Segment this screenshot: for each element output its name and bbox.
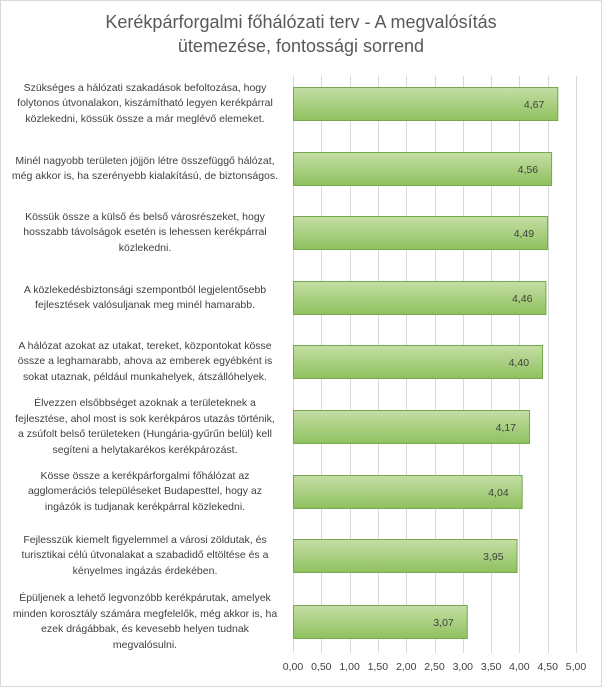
bar	[293, 539, 518, 573]
category-label-line: agglomerációs településeket Budapesttel,…	[27, 485, 263, 498]
x-tick-label: 4,00	[509, 661, 530, 673]
x-tick-label: 2,00	[396, 661, 417, 673]
category-label-line: Minél nagyobb területen jöjjön létre öss…	[15, 154, 275, 167]
category-label-line: A hálózat azokat az utakat, tereket, köz…	[18, 339, 272, 352]
category-label-line: közlekedni.	[118, 241, 172, 254]
data-label: 4,17	[496, 422, 517, 434]
category-label: Élvezzen elsőbbséget azoknak a területek…	[4, 396, 286, 458]
category-label: Minél nagyobb területen jöjjön létre öss…	[4, 154, 286, 185]
data-label: 4,49	[514, 228, 535, 240]
category-label: Szükséges a hálózati szakadások befoltoz…	[4, 81, 286, 128]
category-label-line: össze a leghamarabb, ahova az emberek eg…	[17, 355, 273, 368]
bar	[293, 281, 547, 315]
category-label-line: megvalósulni.	[112, 638, 178, 651]
chart-title: Kerékpárforgalmi főhálózati terv - A meg…	[0, 10, 602, 58]
category-label: Fejlesszük kiemelt figyelemmel a városi …	[4, 533, 286, 580]
category-label-line: turisztikai célú útvonalakat a szabadidő…	[21, 549, 269, 562]
bar	[293, 87, 559, 121]
x-tick-label: 1,00	[339, 661, 360, 673]
bar	[293, 410, 531, 444]
category-label-line: fejlesztések valósuljanak meg minél hama…	[34, 299, 256, 311]
bar	[293, 345, 544, 379]
chart-title-line-1: Kerékpárforgalmi főhálózati terv - A meg…	[105, 12, 497, 32]
x-tick-label: 2,50	[424, 661, 445, 673]
category-label: A hálózat azokat az utakat, tereket, köz…	[4, 339, 286, 386]
category-label-line: segíteni a helytakarékos kerékpározást.	[52, 443, 238, 456]
category-label-line: közlekedni, kössük össze a már meglévő e…	[25, 112, 265, 125]
data-label: 4,40	[509, 357, 530, 369]
x-tick-label: 3,00	[453, 661, 474, 673]
category-label-line: Kössük össze a külső és belső városrésze…	[25, 210, 265, 223]
category-label-line: sokat utaznak, például munkahelyek, átsz…	[23, 370, 267, 383]
data-labels: 4,67 4,56 4,49 4,46 4,40 4,17 4,04 3,95 3,07	[433, 99, 544, 629]
category-label-line: minden korosztály számára megfelelők, mé…	[12, 607, 278, 620]
x-tick-label: 5,00	[566, 661, 587, 673]
category-label-line: ezek drágábbak, és kevesebb helyen tudna…	[41, 623, 249, 635]
bar	[293, 475, 523, 509]
category-label-line: fejlesztése, ahol most is sok kerékpáros…	[15, 412, 275, 425]
x-axis-ticks: 0,00 0,50 1,00 1,50 2,00 2,50 3,00 3,50 4,00 4,50…	[283, 661, 587, 673]
chart-title-line-2: ütemezése, fontossági sorrend	[177, 36, 425, 56]
category-label-line: ingázók is tudjanak kerékpárral közleked…	[44, 500, 246, 513]
category-label-line: Szükséges a hálózati szakadások befoltoz…	[23, 81, 267, 94]
x-tick-label: 1,50	[368, 661, 389, 673]
data-label: 4,56	[518, 164, 539, 176]
bar	[293, 216, 549, 250]
x-tick-label: 0,00	[283, 661, 304, 673]
category-label: Épüljenek a lehető legvonzóbb kerékpárut…	[4, 591, 286, 653]
bars	[293, 87, 559, 639]
x-tick-label: 4,50	[537, 661, 558, 673]
category-label-line: kényelmes ingázás érdekében.	[72, 564, 218, 577]
data-label: 4,04	[488, 487, 509, 499]
data-label: 3,95	[483, 551, 504, 563]
data-label: 4,67	[524, 99, 545, 111]
category-label: Kösse össze a kerékpárforgalmi főhálózat…	[4, 469, 286, 516]
category-label-line: Épüljenek a lehető legvonzóbb kerékpárut…	[19, 592, 271, 604]
category-label-line: A közlekedésbiztonsági szempontból legje…	[23, 283, 267, 296]
category-label-line: Élvezzen elsőbbséget azoknak a területek…	[34, 397, 256, 409]
x-tick-label: 3,50	[481, 661, 502, 673]
x-tick-label: 0,50	[311, 661, 332, 673]
category-label-line: hosszabb távolságok esetén is lehessen k…	[23, 226, 267, 239]
bar	[293, 152, 553, 186]
category-label-line: folytonos útvonalakon, kiszámítható legy…	[17, 97, 273, 110]
category-label-line: még akkor is, ha szerényebb kialakítású,…	[11, 170, 279, 182]
category-label: A közlekedésbiztonsági szempontból legje…	[4, 283, 286, 314]
category-label-line: Kösse össze a kerékpárforgalmi főhálózat…	[40, 469, 250, 482]
category-label-line: a zsúfolt belső területeken (Hungária-gy…	[18, 428, 272, 440]
data-label: 3,07	[433, 617, 454, 629]
data-label: 4,46	[512, 293, 533, 305]
bar	[293, 605, 468, 639]
category-label: Kössük össze a külső és belső városrésze…	[4, 210, 286, 257]
category-label-line: Fejlesszük kiemelt figyelemmel a városi …	[23, 533, 267, 546]
